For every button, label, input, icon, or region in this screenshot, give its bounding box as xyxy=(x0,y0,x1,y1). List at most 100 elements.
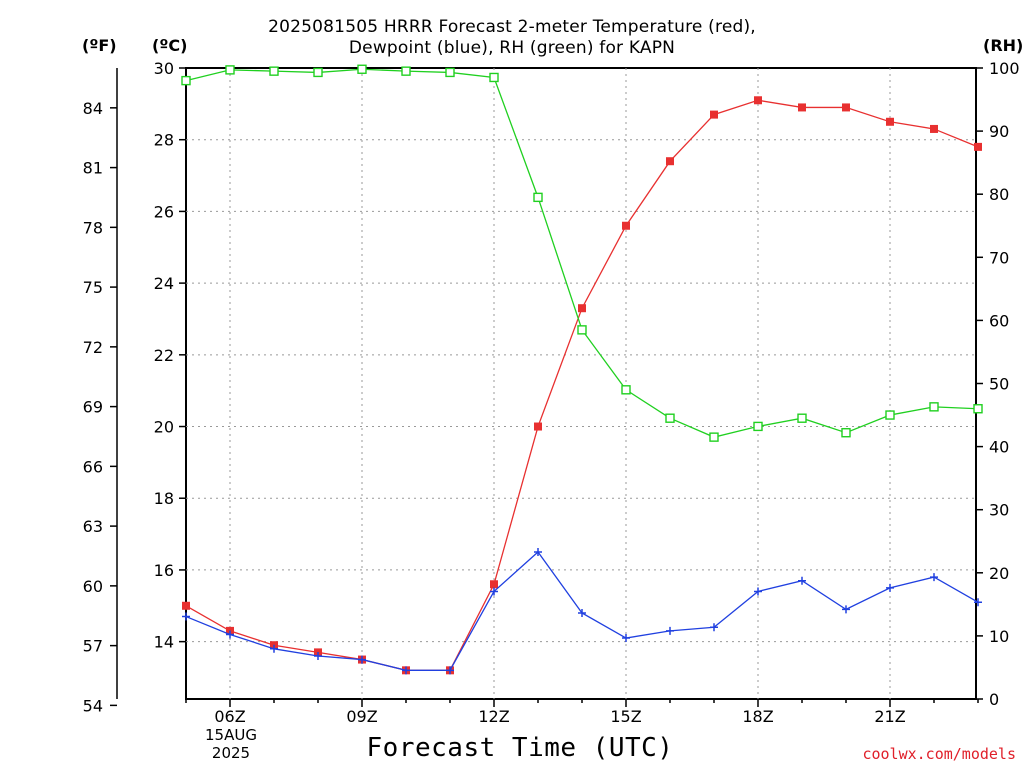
celsius-tick-label: 14 xyxy=(154,633,174,652)
temperature-point xyxy=(886,117,894,126)
celsius-tick-label: 22 xyxy=(154,346,174,365)
fahrenheit-tick-label: 60 xyxy=(83,577,103,596)
x-axis-label: Forecast Time (UTC) xyxy=(366,733,674,763)
dewpoint-point xyxy=(490,587,498,596)
rh-tick-label: 70 xyxy=(989,248,1009,267)
x-tick-label: 18Z xyxy=(742,707,773,726)
x-tick-label: 21Z xyxy=(874,707,905,726)
rh-point xyxy=(313,67,323,78)
rh-tick-label: 50 xyxy=(989,375,1009,394)
rh-point xyxy=(929,402,939,412)
rh-point xyxy=(753,421,763,432)
fahrenheit-tick-label: 63 xyxy=(83,517,103,536)
rh-tick-label: 90 xyxy=(989,122,1009,141)
rh-point xyxy=(357,64,367,74)
rh-unit-label: (RH) xyxy=(983,36,1024,55)
temperature-point xyxy=(622,221,630,230)
fahrenheit-tick-label: 72 xyxy=(83,338,103,357)
series-layer xyxy=(181,64,983,675)
date-year-label: 2025 xyxy=(211,744,251,762)
rh-tick-label: 0 xyxy=(989,690,999,709)
celsius-unit-label: (ºC) xyxy=(152,36,188,55)
dewpoint-point xyxy=(578,608,586,617)
dewpoint-point xyxy=(842,605,850,614)
x-tick-label: 09Z xyxy=(346,707,377,726)
temperature-point xyxy=(710,110,718,119)
rh-point xyxy=(797,413,807,423)
fahrenheit-tick-label: 81 xyxy=(83,159,103,178)
celsius-tick-label: 16 xyxy=(154,561,174,580)
rh-point xyxy=(621,385,631,395)
source-credit: coolwx.com/models xyxy=(862,745,1016,763)
dewpoint-point xyxy=(358,655,366,664)
celsius-tick-label: 24 xyxy=(154,274,174,293)
temperature-point xyxy=(666,157,674,166)
celsius-tick-label: 28 xyxy=(154,131,174,150)
dewpoint-point xyxy=(402,666,410,675)
rh-point xyxy=(577,325,587,335)
celsius-tick-label: 18 xyxy=(154,489,174,508)
temperature-point xyxy=(798,103,806,112)
temperature-point xyxy=(974,142,982,151)
dewpoint-point xyxy=(974,598,982,607)
rh-tick-label: 80 xyxy=(989,185,1009,204)
dewpoint-point xyxy=(666,626,674,635)
rh-tick-label: 100 xyxy=(989,59,1020,78)
x-tick-label: 06Z xyxy=(214,707,245,726)
temperature-point xyxy=(490,580,498,589)
temperature-point xyxy=(754,96,762,105)
dewpoint-point xyxy=(754,587,762,596)
rh-point xyxy=(401,66,411,76)
chart-title-line-2: Dewpoint (blue), RH (green) for KAPN xyxy=(348,38,676,58)
temperature-point xyxy=(534,422,542,431)
dewpoint-point xyxy=(534,548,542,557)
celsius-tick-label: 26 xyxy=(154,202,174,221)
rh-point xyxy=(269,66,279,76)
rh-point xyxy=(665,413,675,423)
axes: 14 16 18 20 22 24 26 28 30 54 57 60 63 66 69 72 75 78 81 84… xyxy=(83,59,1020,726)
chart-title-line-1: 2025081505 HRRR Forecast 2-meter Tempera… xyxy=(268,17,756,37)
dewpoint-point xyxy=(798,576,806,585)
fahrenheit-tick-label: 57 xyxy=(83,637,103,656)
dewpoint-point xyxy=(622,634,630,643)
rh-line xyxy=(185,68,979,438)
temperature-point xyxy=(930,124,938,133)
dewpoint-point xyxy=(710,623,718,632)
fahrenheit-unit-label: (ºF) xyxy=(82,36,117,55)
temperature-point xyxy=(842,103,850,112)
rh-point xyxy=(973,404,983,414)
celsius-tick-label: 20 xyxy=(154,418,174,437)
rh-tick-label: 60 xyxy=(989,311,1009,330)
temperature-point xyxy=(182,601,190,610)
fahrenheit-tick-label: 84 xyxy=(83,99,103,118)
dewpoint-point xyxy=(314,651,322,660)
date-day-label: 15AUG xyxy=(205,726,257,744)
rh-tick-label: 20 xyxy=(989,564,1009,583)
temperature-line xyxy=(185,99,979,671)
rh-point xyxy=(533,192,543,203)
fahrenheit-tick-label: 69 xyxy=(83,398,103,417)
fahrenheit-tick-label: 75 xyxy=(83,278,103,297)
dewpoint-point xyxy=(446,666,454,675)
dewpoint-point xyxy=(270,644,278,653)
rh-point xyxy=(445,67,455,78)
rh-point xyxy=(841,428,851,438)
fahrenheit-tick-label: 54 xyxy=(83,696,103,715)
dewpoint-point xyxy=(886,583,894,592)
dewpoint-point xyxy=(226,630,234,639)
dewpoint-point xyxy=(930,573,938,582)
temperature-point xyxy=(578,304,586,313)
rh-point xyxy=(885,410,895,420)
fahrenheit-tick-label: 78 xyxy=(83,218,103,237)
x-tick-label: 12Z xyxy=(478,707,509,726)
rh-tick-label: 30 xyxy=(989,501,1009,520)
rh-point xyxy=(225,65,235,75)
rh-point xyxy=(489,72,499,83)
fahrenheit-tick-label: 66 xyxy=(83,457,103,476)
rh-point xyxy=(709,432,719,442)
x-tick-label: 15Z xyxy=(610,707,641,726)
dewpoint-point xyxy=(182,612,190,621)
rh-tick-label: 10 xyxy=(989,627,1009,646)
rh-point xyxy=(181,75,191,86)
